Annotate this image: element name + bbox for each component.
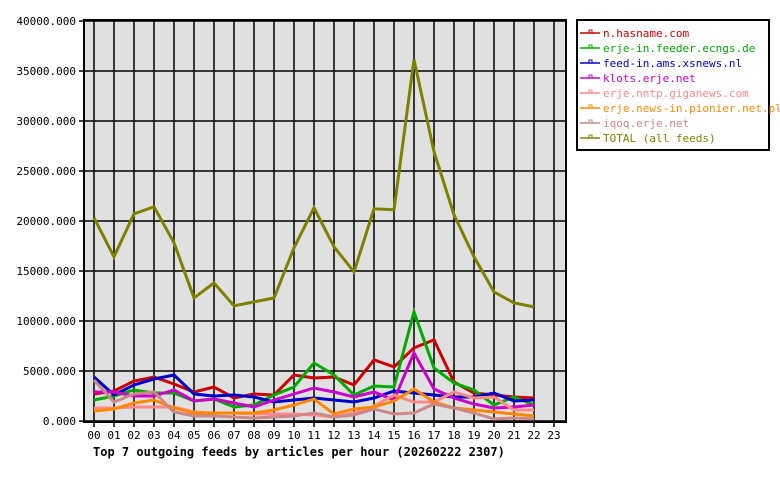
legend-box — [576, 19, 770, 151]
y-tick-label: 35000.000 — [16, 65, 76, 78]
x-tick-label: 20 — [487, 429, 500, 442]
x-tick-label: 15 — [387, 429, 400, 442]
legend-label: klots.erje.net — [603, 72, 696, 85]
legend-marker-icon — [588, 59, 593, 64]
y-tick-label: 5000.000 — [23, 365, 76, 378]
legend-label: iqoq.erje.net — [603, 117, 689, 130]
legend-item: n.hasname.com — [580, 27, 689, 40]
series-line-total-all-feeds- — [92, 59, 535, 309]
chart-title: Top 7 outgoing feeds by articles per hou… — [93, 445, 505, 459]
y-tick-label: 30000.000 — [16, 115, 76, 128]
x-tick-label: 14 — [367, 429, 381, 442]
x-tick-label: 03 — [147, 429, 160, 442]
legend-item: erje.nntp.giganews.com — [580, 87, 749, 100]
x-tick-label: 22 — [527, 429, 540, 442]
legend-marker-icon — [588, 44, 593, 49]
legend-item: klots.erje.net — [580, 72, 696, 85]
series-line-klots-erje-net — [94, 349, 535, 410]
legend-marker-icon — [588, 134, 593, 139]
x-tick-label: 17 — [427, 429, 440, 442]
legend-item: erje.news-in.pionier.net.pl — [580, 102, 780, 115]
x-tick-label: 00 — [87, 429, 100, 442]
x-tick-label: 04 — [167, 429, 181, 442]
x-tick-label: 23 — [547, 429, 560, 442]
legend-item: feed-in.ams.xsnews.nl — [580, 57, 742, 70]
x-tick-label: 02 — [127, 429, 140, 442]
legend-marker-icon — [588, 74, 593, 79]
legend-marker-icon — [588, 104, 593, 109]
y-tick-label: 20000.000 — [16, 215, 76, 228]
legend-marker-icon — [588, 89, 593, 94]
legend-marker-icon — [588, 29, 593, 34]
x-tick-label: 21 — [507, 429, 520, 442]
y-tick-label: 0.000 — [43, 415, 76, 428]
x-tick-label: 12 — [327, 429, 340, 442]
legend-item: erje-in.feeder.ecngs.de — [580, 42, 755, 55]
legend-label: feed-in.ams.xsnews.nl — [603, 57, 742, 70]
legend-label: erje-in.feeder.ecngs.de — [603, 42, 755, 55]
x-tick-label: 09 — [267, 429, 280, 442]
x-tick-label: 07 — [227, 429, 240, 442]
legend-item: iqoq.erje.net — [580, 117, 689, 130]
y-tick-label: 40000.000 — [16, 15, 76, 28]
y-axis: 0.000 5000.000 10000.000 15000.000 20000.000… — [16, 15, 84, 428]
y-tick-label: 25000.000 — [16, 165, 76, 178]
y-tick-label: 10000.000 — [16, 315, 76, 328]
legend-label: erje.nntp.giganews.com — [603, 87, 749, 100]
legend-marker-icon — [588, 119, 593, 124]
y-tick-label: 15000.000 — [16, 265, 76, 278]
x-tick-label: 19 — [467, 429, 480, 442]
x-tick-label: 16 — [407, 429, 420, 442]
x-tick-label: 05 — [187, 429, 200, 442]
series-line-iqoq-erje-net — [92, 378, 535, 421]
legend-item: TOTAL (all feeds) — [580, 132, 716, 145]
x-tick-label: 18 — [447, 429, 460, 442]
x-axis: 00 01 02 03 04 05 06 07 08 09 10 11 12 13 14 15 16 17 18 19… — [87, 422, 561, 442]
legend-label: erje.news-in.pionier.net.pl — [603, 102, 780, 115]
x-tick-label: 13 — [347, 429, 360, 442]
legend-label: n.hasname.com — [603, 27, 689, 40]
x-tick-label: 11 — [307, 429, 320, 442]
x-tick-label: 01 — [107, 429, 120, 442]
x-tick-label: 08 — [247, 429, 260, 442]
grid-lines — [84, 20, 566, 422]
x-tick-label: 06 — [207, 429, 220, 442]
series-lines — [92, 59, 535, 421]
x-tick-label: 10 — [287, 429, 300, 442]
legend-label: TOTAL (all feeds) — [603, 132, 716, 145]
legend: n.hasname.com erje-in.feeder.ecngs.de feed… — [576, 19, 780, 151]
